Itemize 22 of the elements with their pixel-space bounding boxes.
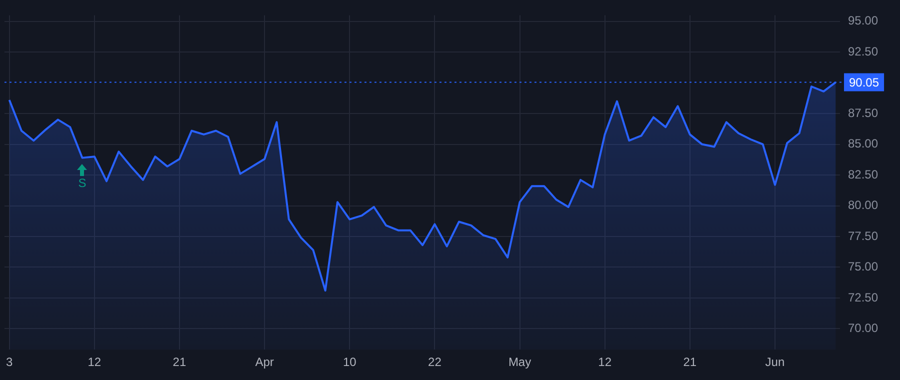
y-tick-label: 77.50	[848, 228, 878, 243]
x-tick-label: 22	[428, 355, 442, 370]
x-tick-label: Jun	[765, 355, 785, 370]
y-tick-label: 95.00	[848, 14, 878, 28]
x-tick-label: 21	[172, 355, 186, 370]
x-tick-label: Apr	[255, 355, 274, 370]
y-tick-label: 85.00	[848, 136, 878, 151]
x-tick-label: 12	[88, 355, 102, 370]
y-tick-label: 92.50	[848, 44, 878, 58]
y-tick-label: 72.50	[848, 290, 878, 304]
x-tick-label: May	[508, 355, 532, 370]
y-tick-label: 87.50	[848, 106, 878, 120]
x-tick-label: 21	[683, 355, 697, 370]
ref-line-label: 90.05	[849, 76, 880, 90]
y-tick-label: 80.00	[848, 198, 878, 212]
x-tick-label: 3	[6, 355, 13, 370]
y-tick-label: 70.00	[848, 321, 878, 336]
x-tick-label: 10	[342, 355, 357, 370]
annotation: S	[78, 176, 86, 190]
y-tick-label: 82.50	[848, 167, 878, 182]
x-tick-label: 12	[598, 355, 612, 370]
y-tick-label: 75.00	[848, 260, 878, 274]
